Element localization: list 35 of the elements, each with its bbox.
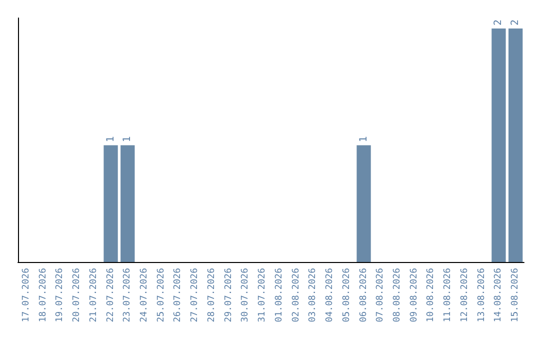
x-tick-label: 27.07.2026 (190, 268, 200, 322)
x-tick-label: 01.08.2026 (274, 268, 284, 322)
x-tick-label: 04.08.2026 (325, 268, 336, 322)
x-tick-label: 05.08.2026 (342, 268, 352, 322)
x-tick-label: 13.08.2026 (476, 268, 487, 322)
x-tick-label: 11.08.2026 (443, 268, 454, 322)
x-tick-label: 30.07.2026 (240, 268, 251, 322)
x-tick-label: 07.08.2026 (376, 268, 386, 322)
x-tick-label: 08.08.2026 (392, 268, 402, 322)
x-tick-label: 22.07.2026 (106, 268, 116, 322)
x-tick-label: 15.08.2026 (510, 268, 521, 322)
x-tick-label: 29.07.2026 (224, 268, 234, 322)
data-label: 1 (105, 136, 116, 142)
x-tick-label: 02.08.2026 (291, 268, 302, 322)
x-tick-label: 06.08.2026 (358, 268, 369, 322)
x-tick-label: 03.08.2026 (308, 268, 318, 322)
data-label: 2 (493, 19, 504, 26)
x-tick-label: 12.08.2026 (460, 268, 470, 322)
x-tick-label: 20.07.2026 (72, 268, 82, 322)
x-tick-label: 25.07.2026 (156, 268, 166, 322)
data-label: 1 (358, 136, 370, 142)
x-tick-label: 17.07.2026 (21, 268, 32, 322)
x-tick-label: 14.08.2026 (494, 268, 504, 322)
x-tick-label: 26.07.2026 (173, 268, 184, 322)
data-label: 2 (510, 19, 522, 26)
x-tick-label: 23.07.2026 (122, 268, 133, 322)
data-label: 1 (122, 136, 134, 142)
x-tick-label: 24.07.2026 (140, 268, 150, 322)
x-tick-label: 31.07.2026 (258, 268, 268, 322)
x-tick-label: 19.07.2026 (55, 268, 66, 322)
x-tick-label: 18.07.2026 (38, 268, 48, 322)
x-tick-label: 09.08.2026 (409, 268, 420, 322)
x-tick-label: 21.07.2026 (88, 268, 99, 322)
x-tick-label: 28.07.2026 (206, 268, 217, 322)
x-tick-label: 10.08.2026 (426, 268, 436, 322)
